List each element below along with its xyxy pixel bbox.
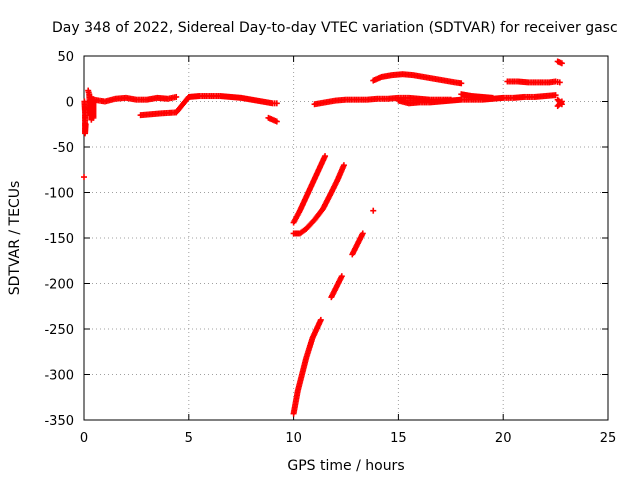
data-point xyxy=(340,162,347,169)
data-point xyxy=(558,98,565,105)
y-tick-label: -100 xyxy=(44,187,74,202)
y-axis-label: SDTVAR / TECUs xyxy=(7,181,23,296)
data-point xyxy=(458,80,465,87)
data-point xyxy=(338,273,345,280)
x-tick-label: 10 xyxy=(285,431,302,446)
data-point xyxy=(82,121,89,128)
data-point xyxy=(317,316,324,323)
x-tick-label: 0 xyxy=(80,431,88,446)
x-tick-label: 20 xyxy=(495,431,512,446)
y-tick-label: -200 xyxy=(44,278,74,293)
y-tick-label: -350 xyxy=(44,414,74,429)
x-tick-labels: 0 5 10 15 20 25 xyxy=(80,431,616,446)
x-tick-label: 5 xyxy=(185,431,193,446)
y-tick-label: -150 xyxy=(44,232,74,247)
data-point xyxy=(322,153,329,160)
data-point xyxy=(558,60,565,67)
data-point xyxy=(273,118,280,125)
data-point xyxy=(370,207,377,214)
data-point xyxy=(273,100,280,107)
x-tick-label: 15 xyxy=(390,431,407,446)
data-point xyxy=(173,93,180,100)
data-point xyxy=(81,174,87,181)
y-tick-label: -300 xyxy=(44,369,74,384)
y-tick-label: 50 xyxy=(57,50,74,65)
grid-lines xyxy=(84,56,608,420)
data-point xyxy=(557,99,564,106)
data-point xyxy=(556,79,563,86)
x-axis-label: GPS time / hours xyxy=(287,458,404,474)
y-tick-labels: 50 0 -50 -100 -150 -200 -250 -300 -350 xyxy=(44,50,74,429)
data-point xyxy=(359,230,366,237)
y-tick-label: -250 xyxy=(44,323,74,338)
axis-ticks xyxy=(83,55,609,421)
y-tick-label: -50 xyxy=(53,141,74,156)
data-point xyxy=(489,94,496,101)
chart-title: Day 348 of 2022, Sidereal Day-to-day VTE… xyxy=(52,20,618,36)
data-point xyxy=(552,92,559,99)
x-tick-label: 25 xyxy=(600,431,617,446)
data-points xyxy=(81,58,565,417)
y-tick-label: 0 xyxy=(66,96,74,111)
